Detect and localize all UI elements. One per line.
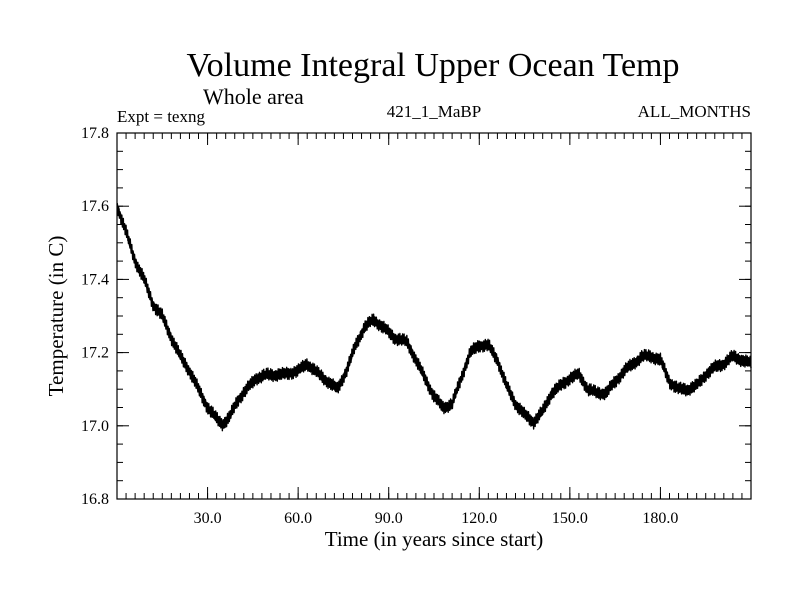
x-tick-label: 60.0	[284, 510, 312, 527]
y-tick-label: 17.6	[81, 198, 109, 215]
y-tick-label: 17.2	[81, 345, 109, 362]
y-tick-label: 17.0	[81, 418, 109, 435]
run-label: 421_1_MaBP	[387, 102, 481, 121]
x-axis-label: Time (in years since start)	[325, 527, 544, 551]
y-tick-label: 17.4	[81, 271, 109, 288]
y-tick-label: 17.8	[81, 125, 109, 142]
temperature-series-line	[116, 202, 752, 432]
x-tick-label: 150.0	[552, 510, 588, 527]
x-tick-label: 90.0	[375, 510, 403, 527]
x-tick-labels: 30.0 60.0 90.0 120.0 150.0 180.0	[194, 510, 679, 527]
chart-title: Volume Integral Upper Ocean Temp	[187, 47, 680, 84]
x-tick-label: 120.0	[461, 510, 497, 527]
y-tick-label: 16.8	[81, 491, 109, 508]
y-axis-label: Temperature (in C)	[44, 236, 68, 397]
y-tick-labels: 16.8 17.0 17.2 17.4 17.6 17.8	[81, 125, 109, 508]
experiment-label: Expt = texng	[117, 107, 205, 126]
axis-ticks	[117, 132, 751, 500]
chart-subtitle: Whole area	[203, 84, 304, 109]
months-label: ALL_MONTHS	[638, 102, 751, 121]
x-tick-label: 30.0	[194, 510, 222, 527]
x-tick-label: 180.0	[642, 510, 678, 527]
plot-frame	[116, 132, 752, 500]
